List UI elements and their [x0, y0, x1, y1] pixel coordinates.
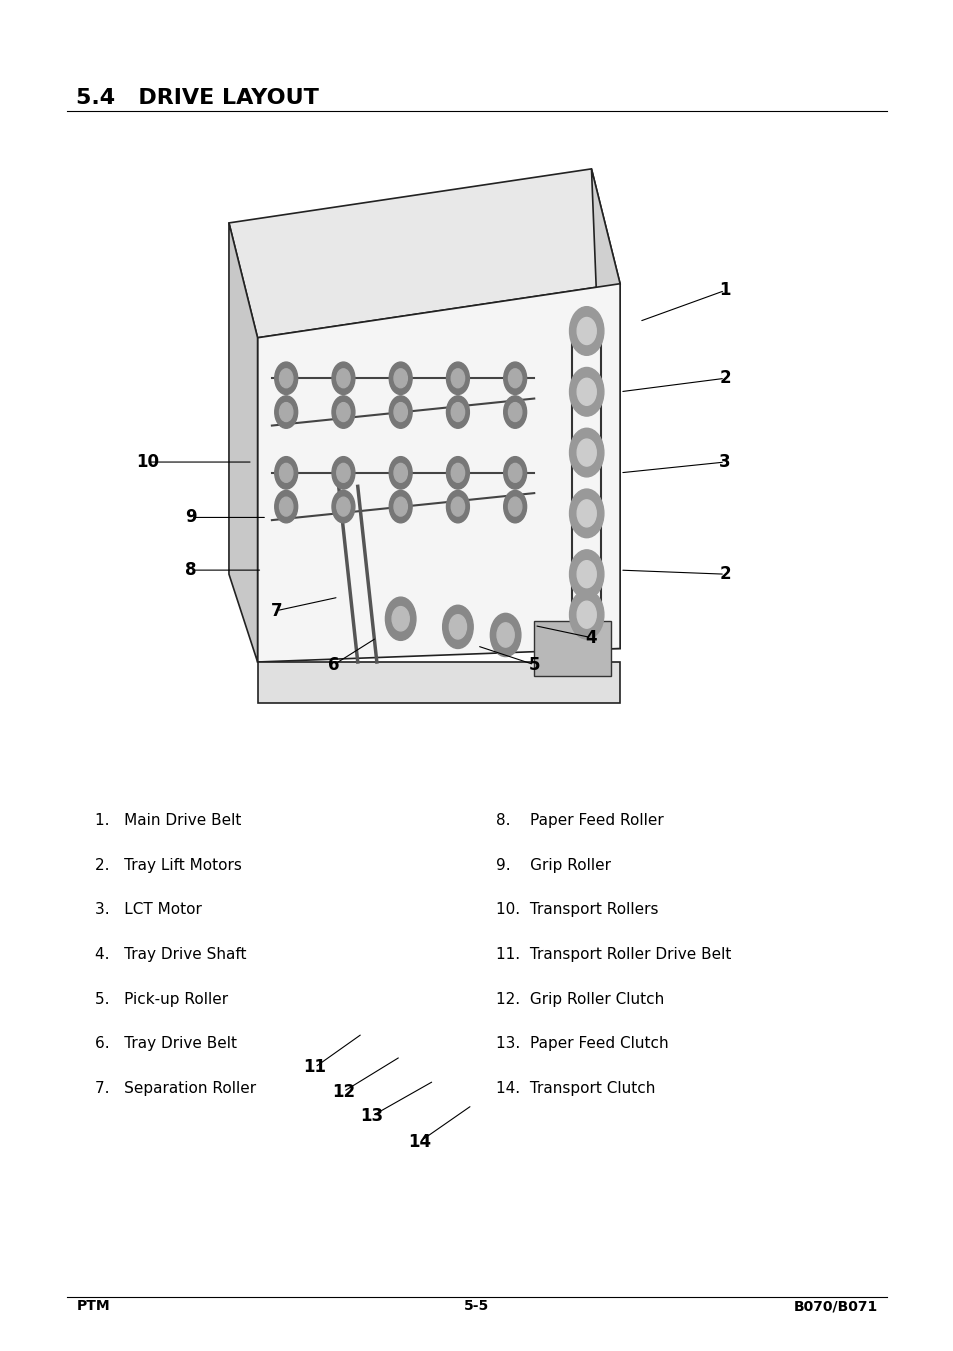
Circle shape — [336, 463, 350, 482]
Text: 3: 3 — [719, 453, 730, 471]
Polygon shape — [257, 284, 619, 662]
Polygon shape — [534, 621, 610, 676]
Circle shape — [577, 500, 596, 527]
Circle shape — [503, 457, 526, 489]
Circle shape — [451, 369, 464, 388]
Circle shape — [503, 490, 526, 523]
Circle shape — [394, 369, 407, 388]
Text: 2: 2 — [719, 369, 730, 388]
Text: 4.   Tray Drive Shaft: 4. Tray Drive Shaft — [95, 947, 247, 962]
Circle shape — [451, 497, 464, 516]
Text: 14: 14 — [408, 1132, 431, 1151]
Text: 9: 9 — [185, 508, 196, 527]
Circle shape — [336, 403, 350, 422]
Circle shape — [332, 396, 355, 428]
Circle shape — [389, 396, 412, 428]
Text: 9.    Grip Roller: 9. Grip Roller — [496, 858, 611, 873]
Text: 1.   Main Drive Belt: 1. Main Drive Belt — [95, 813, 241, 828]
Polygon shape — [257, 662, 619, 703]
Circle shape — [449, 615, 466, 639]
Circle shape — [451, 403, 464, 422]
Text: 7.   Separation Roller: 7. Separation Roller — [95, 1081, 256, 1096]
Circle shape — [569, 550, 603, 598]
Circle shape — [503, 396, 526, 428]
Text: 12: 12 — [332, 1082, 355, 1101]
Circle shape — [508, 463, 521, 482]
Circle shape — [446, 396, 469, 428]
Circle shape — [569, 367, 603, 416]
Circle shape — [577, 317, 596, 345]
Text: 2: 2 — [719, 565, 730, 584]
Text: 11: 11 — [303, 1058, 326, 1077]
Circle shape — [332, 362, 355, 394]
Text: 13: 13 — [360, 1106, 383, 1125]
Circle shape — [394, 497, 407, 516]
Circle shape — [279, 369, 293, 388]
Circle shape — [332, 490, 355, 523]
Circle shape — [577, 561, 596, 588]
Circle shape — [569, 428, 603, 477]
Text: 8: 8 — [185, 561, 196, 580]
Text: 6.   Tray Drive Belt: 6. Tray Drive Belt — [95, 1036, 237, 1051]
Circle shape — [508, 497, 521, 516]
Text: 4: 4 — [585, 628, 597, 647]
Circle shape — [577, 601, 596, 628]
Circle shape — [577, 439, 596, 466]
Circle shape — [385, 597, 416, 640]
Text: 5.   Pick-up Roller: 5. Pick-up Roller — [95, 992, 229, 1006]
Text: 5.4   DRIVE LAYOUT: 5.4 DRIVE LAYOUT — [76, 88, 319, 108]
Circle shape — [497, 623, 514, 647]
Circle shape — [279, 497, 293, 516]
Text: 5-5: 5-5 — [464, 1300, 489, 1313]
Text: 10: 10 — [136, 453, 159, 471]
Circle shape — [392, 607, 409, 631]
Text: 12.  Grip Roller Clutch: 12. Grip Roller Clutch — [496, 992, 663, 1006]
Circle shape — [274, 396, 297, 428]
Polygon shape — [229, 169, 619, 338]
Text: 1: 1 — [719, 281, 730, 300]
Circle shape — [279, 463, 293, 482]
Circle shape — [503, 362, 526, 394]
Text: 2.   Tray Lift Motors: 2. Tray Lift Motors — [95, 858, 242, 873]
Text: 8.    Paper Feed Roller: 8. Paper Feed Roller — [496, 813, 663, 828]
Text: PTM: PTM — [76, 1300, 110, 1313]
Text: 5: 5 — [528, 655, 539, 674]
Circle shape — [274, 490, 297, 523]
Text: 11.  Transport Roller Drive Belt: 11. Transport Roller Drive Belt — [496, 947, 731, 962]
Polygon shape — [591, 169, 619, 648]
Circle shape — [336, 369, 350, 388]
Circle shape — [394, 463, 407, 482]
Circle shape — [446, 457, 469, 489]
Text: 13.  Paper Feed Clutch: 13. Paper Feed Clutch — [496, 1036, 668, 1051]
Circle shape — [389, 362, 412, 394]
Circle shape — [508, 369, 521, 388]
Text: 3.   LCT Motor: 3. LCT Motor — [95, 902, 202, 917]
Circle shape — [279, 403, 293, 422]
Circle shape — [569, 489, 603, 538]
Circle shape — [332, 457, 355, 489]
Circle shape — [446, 362, 469, 394]
Text: 10.  Transport Rollers: 10. Transport Rollers — [496, 902, 658, 917]
Text: B070/B071: B070/B071 — [793, 1300, 877, 1313]
Text: 6: 6 — [328, 655, 339, 674]
Polygon shape — [229, 223, 257, 662]
Circle shape — [394, 403, 407, 422]
Circle shape — [446, 490, 469, 523]
Text: 7: 7 — [271, 601, 282, 620]
Circle shape — [274, 362, 297, 394]
Text: 14.  Transport Clutch: 14. Transport Clutch — [496, 1081, 655, 1096]
Circle shape — [490, 613, 520, 657]
Circle shape — [569, 590, 603, 639]
Circle shape — [442, 605, 473, 648]
Circle shape — [389, 457, 412, 489]
Circle shape — [389, 490, 412, 523]
Circle shape — [508, 403, 521, 422]
Circle shape — [577, 378, 596, 405]
Circle shape — [336, 497, 350, 516]
Circle shape — [451, 463, 464, 482]
Circle shape — [569, 307, 603, 355]
Circle shape — [274, 457, 297, 489]
